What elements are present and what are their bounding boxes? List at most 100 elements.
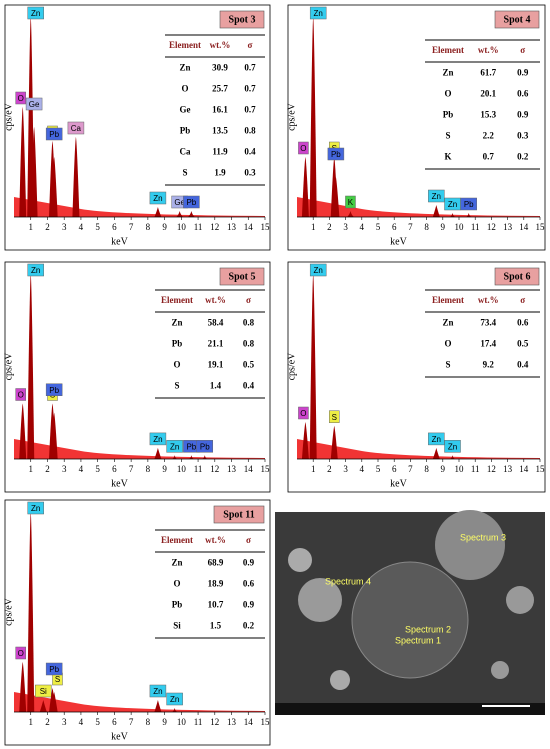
table-cell: 0.8 (243, 339, 255, 349)
table-header: wt.% (205, 295, 226, 305)
x-tick-label: 13 (227, 464, 237, 474)
spot-label-box (219, 10, 265, 29)
table-header: Element (169, 40, 201, 50)
spot-label: Spot 5 (229, 271, 256, 282)
x-tick-label: 2 (327, 464, 332, 474)
peak-label: Zn (153, 194, 162, 203)
spectrum-background (14, 439, 265, 459)
peak-label: Pb (331, 150, 341, 159)
table-cell: Pb (172, 339, 183, 349)
peak-label: Pb (49, 386, 59, 395)
peak-label: Zn (448, 200, 457, 209)
peak-label: S (55, 675, 60, 684)
peak-label-box (45, 127, 63, 141)
peak-label: Pb (200, 442, 210, 451)
x-tick-label: 10 (177, 464, 187, 474)
peak-label-box (196, 440, 214, 453)
y-axis-label: cps/eV (3, 352, 14, 381)
x-tick-label: 10 (177, 717, 187, 727)
x-tick-label: 15 (261, 222, 271, 232)
table-cell: 0.7 (244, 63, 256, 73)
peak-label-box (27, 263, 44, 277)
table-cell: 2.2 (483, 131, 495, 141)
x-tick-label: 11 (194, 464, 203, 474)
spectrum-peak (465, 213, 473, 217)
table-cell: 0.7 (244, 105, 256, 115)
table-cell: 0.5 (517, 339, 529, 349)
x-tick-label: 3 (343, 464, 348, 474)
peak-label: Zn (31, 266, 40, 275)
x-tick-label: 13 (227, 717, 237, 727)
table-cell: 1.9 (214, 168, 226, 178)
peak-label-box (298, 141, 309, 155)
y-axis-label: cps/eV (3, 597, 14, 626)
table-cell: 9.2 (483, 360, 495, 370)
table-cell: S (174, 381, 179, 391)
table-cell: 0.2 (517, 152, 529, 162)
x-tick-label: 14 (519, 464, 529, 474)
spectrum-peak (301, 422, 309, 459)
x-tick-label: 5 (376, 464, 381, 474)
x-tick-label: 10 (455, 464, 465, 474)
x-tick-label: 15 (536, 464, 546, 474)
x-tick-label: 8 (424, 464, 429, 474)
table-cell: 0.4 (517, 360, 529, 370)
spectrum-background (297, 197, 540, 217)
spectrum-peak (432, 447, 440, 459)
x-tick-label: 3 (62, 717, 67, 727)
x-tick-label: 4 (360, 222, 365, 232)
table-cell: O (173, 579, 180, 589)
spectrum-peak (176, 211, 184, 217)
spectrum-background (297, 439, 540, 459)
x-tick-label: 3 (62, 222, 67, 232)
table-cell: K (444, 152, 451, 162)
x-axis-label: keV (111, 731, 128, 742)
x-tick-label: 11 (194, 717, 203, 727)
x-tick-label: 1 (28, 222, 33, 232)
panel-frame (287, 261, 546, 493)
peak-label: Zn (153, 687, 162, 696)
peak-label: Ca (71, 124, 82, 133)
table-cell: 11.9 (212, 147, 228, 157)
spectrum-peak (171, 708, 179, 712)
peak-label-box (27, 501, 44, 515)
spectrum-peak (330, 425, 338, 459)
table-cell: S (182, 168, 187, 178)
table-cell: 61.7 (480, 68, 496, 78)
peak-label-box (45, 662, 63, 676)
table-cell: Zn (171, 558, 182, 568)
spectrum-peak (27, 512, 35, 712)
table-header: σ (246, 535, 251, 545)
x-tick-label: 13 (503, 464, 513, 474)
table-cell: 1.4 (210, 381, 222, 391)
table-cell: S (445, 131, 450, 141)
x-tick-label: 7 (129, 717, 134, 727)
spectrum-peak (154, 207, 162, 217)
spectrum-peak (449, 213, 457, 217)
table-header: wt.% (210, 40, 231, 50)
x-tick-label: 4 (360, 464, 365, 474)
peak-label: Zn (432, 192, 441, 201)
x-tick-label: 1 (311, 464, 316, 474)
table-cell: 0.7 (483, 152, 495, 162)
table-header: wt.% (205, 535, 226, 545)
x-tick-label: 2 (45, 222, 50, 232)
peak-label: Pb (186, 198, 196, 207)
x-axis-label: keV (111, 236, 128, 247)
x-tick-label: 9 (162, 717, 167, 727)
spectrum-peak (30, 127, 38, 217)
sem-label: Spectrum 2 (405, 624, 451, 634)
table-cell: 0.2 (243, 621, 255, 631)
spectrum-peak (332, 177, 340, 217)
table-cell: Pb (443, 110, 454, 120)
table-cell: O (173, 360, 180, 370)
x-tick-label: 5 (95, 464, 100, 474)
peak-label-box (428, 189, 445, 203)
peak-label-box (149, 684, 167, 698)
table-cell: 25.7 (212, 84, 228, 94)
peak-label: Ge (174, 198, 185, 207)
peak-label-box (45, 383, 63, 396)
peak-label-box (444, 440, 461, 453)
x-tick-label: 5 (95, 222, 100, 232)
